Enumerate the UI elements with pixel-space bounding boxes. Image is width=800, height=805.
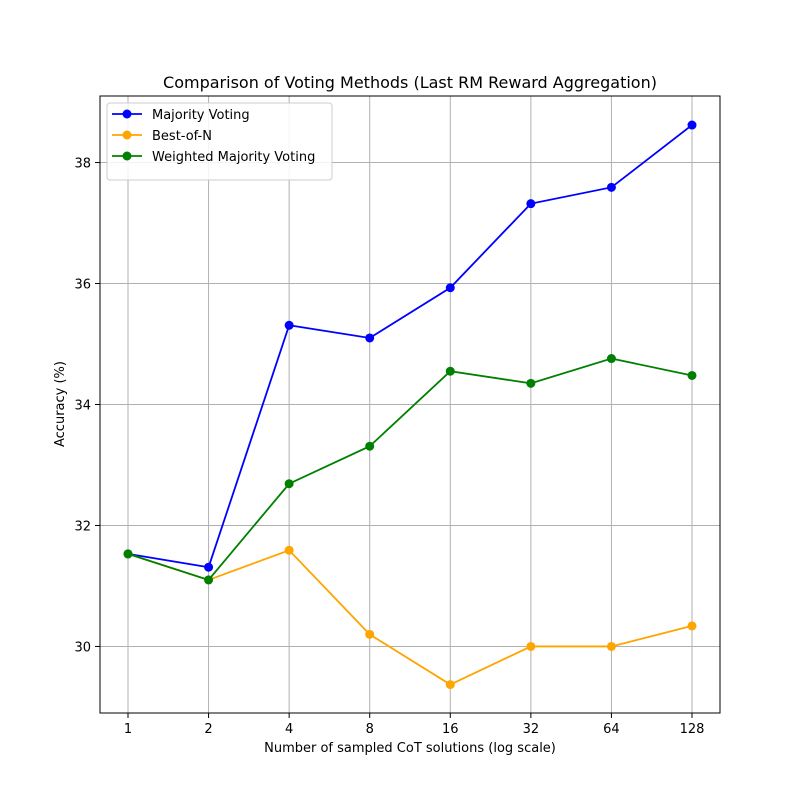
data-point-best-of-n	[687, 621, 697, 631]
data-point-weighted-majority-voting	[365, 441, 375, 451]
data-point-weighted-majority-voting	[526, 378, 536, 388]
x-tick-label: 128	[680, 722, 705, 737]
axis-ticks: 1 2 4 8 16 32 64 128 30 32 34 36 38	[74, 157, 704, 737]
data-point-best-of-n	[445, 680, 455, 690]
y-axis-label: Accuracy (%)	[53, 361, 68, 447]
x-tick-label: 2	[204, 722, 212, 737]
legend-item: Majority Voting	[112, 108, 250, 123]
x-tick-label: 16	[442, 722, 459, 737]
series-line-majority-voting	[127, 124, 693, 569]
legend-item: Best-of-N	[112, 129, 212, 144]
legend-marker	[122, 109, 132, 119]
data-point-best-of-n	[526, 641, 536, 651]
series-line-weighted-majority-voting	[127, 357, 693, 581]
x-tick-label: 8	[366, 722, 374, 737]
legend-marker	[122, 130, 132, 140]
series-majority-voting	[123, 120, 697, 572]
x-tick-label: 32	[523, 722, 540, 737]
grid	[100, 96, 720, 713]
data-point-weighted-majority-voting	[606, 354, 616, 364]
data-point-majority-voting	[526, 199, 536, 209]
y-tick-label: 30	[74, 640, 91, 655]
x-axis-label: Number of sampled CoT solutions (log sca…	[264, 741, 556, 756]
data-point-majority-voting	[687, 120, 697, 130]
data-point-majority-voting	[445, 283, 455, 293]
series-weighted-majority-voting	[123, 354, 697, 585]
legend-marker	[122, 151, 132, 161]
data-point-best-of-n	[365, 629, 375, 639]
data-point-weighted-majority-voting	[284, 479, 294, 489]
data-point-weighted-majority-voting	[204, 575, 214, 585]
legend: Majority Voting Best-of-N Weighted Majorit…	[106, 102, 333, 181]
series-line-best-of-n	[127, 549, 693, 686]
x-tick-label: 4	[285, 722, 293, 737]
y-tick-label: 38	[74, 157, 91, 172]
legend-label: Weighted Majority Voting	[152, 150, 315, 165]
data-point-majority-voting	[284, 320, 294, 330]
data-point-majority-voting	[204, 562, 214, 572]
data-point-majority-voting	[606, 182, 616, 192]
data-point-weighted-majority-voting	[123, 549, 133, 559]
legend-label: Majority Voting	[152, 108, 250, 123]
data-point-majority-voting	[365, 333, 375, 343]
data-point-weighted-majority-voting	[445, 366, 455, 376]
x-tick-label: 64	[603, 722, 620, 737]
x-tick-label: 1	[124, 722, 132, 737]
series-group	[123, 120, 697, 690]
y-tick-label: 36	[74, 278, 91, 293]
data-point-best-of-n	[606, 641, 616, 651]
data-point-best-of-n	[284, 545, 294, 555]
chart-title: Comparison of Voting Methods (Last RM Re…	[163, 73, 657, 92]
legend-box	[106, 102, 333, 181]
y-tick-label: 34	[74, 399, 91, 414]
data-point-weighted-majority-voting	[687, 370, 697, 380]
y-tick-label: 32	[74, 519, 91, 534]
legend-label: Best-of-N	[152, 129, 212, 144]
legend-item: Weighted Majority Voting	[112, 150, 315, 165]
